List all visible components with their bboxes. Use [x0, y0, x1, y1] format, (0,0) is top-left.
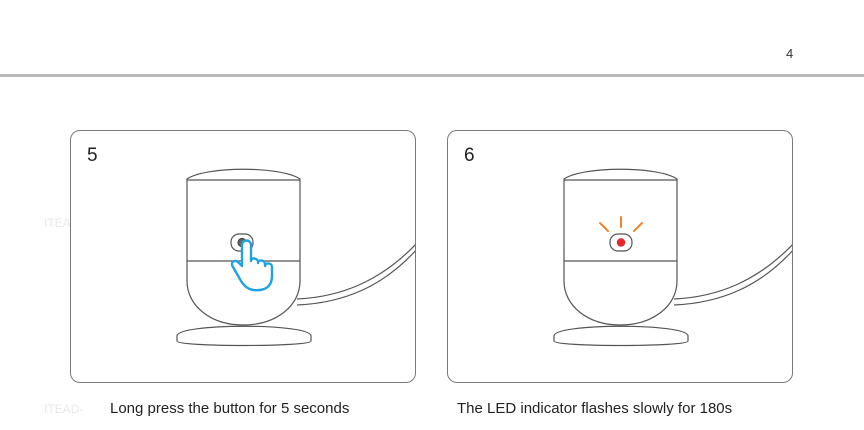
- cable: [296, 244, 415, 300]
- step-5-panel: 5: [70, 130, 416, 383]
- step-5-number: 5: [87, 145, 98, 166]
- watermark: ITEAD-: [44, 402, 84, 416]
- pressing-hand-icon: [230, 239, 274, 292]
- step-5-caption: Long press the button for 5 seconds: [110, 400, 350, 417]
- page-number: 4: [786, 46, 794, 61]
- cable: [296, 250, 415, 306]
- device-base: [553, 325, 689, 347]
- camera-device-illustration: [176, 168, 415, 347]
- device-base: [176, 325, 312, 347]
- step-6-caption: The LED indicator flashes slowly for 180…: [457, 400, 733, 417]
- camera-device-illustration: [553, 168, 792, 347]
- header-rule: [0, 74, 864, 77]
- cable: [673, 244, 792, 300]
- cable: [673, 250, 792, 306]
- led-indicator-icon: [599, 216, 643, 247]
- step-6-number: 6: [464, 145, 475, 166]
- step-6-panel: 6: [447, 130, 793, 383]
